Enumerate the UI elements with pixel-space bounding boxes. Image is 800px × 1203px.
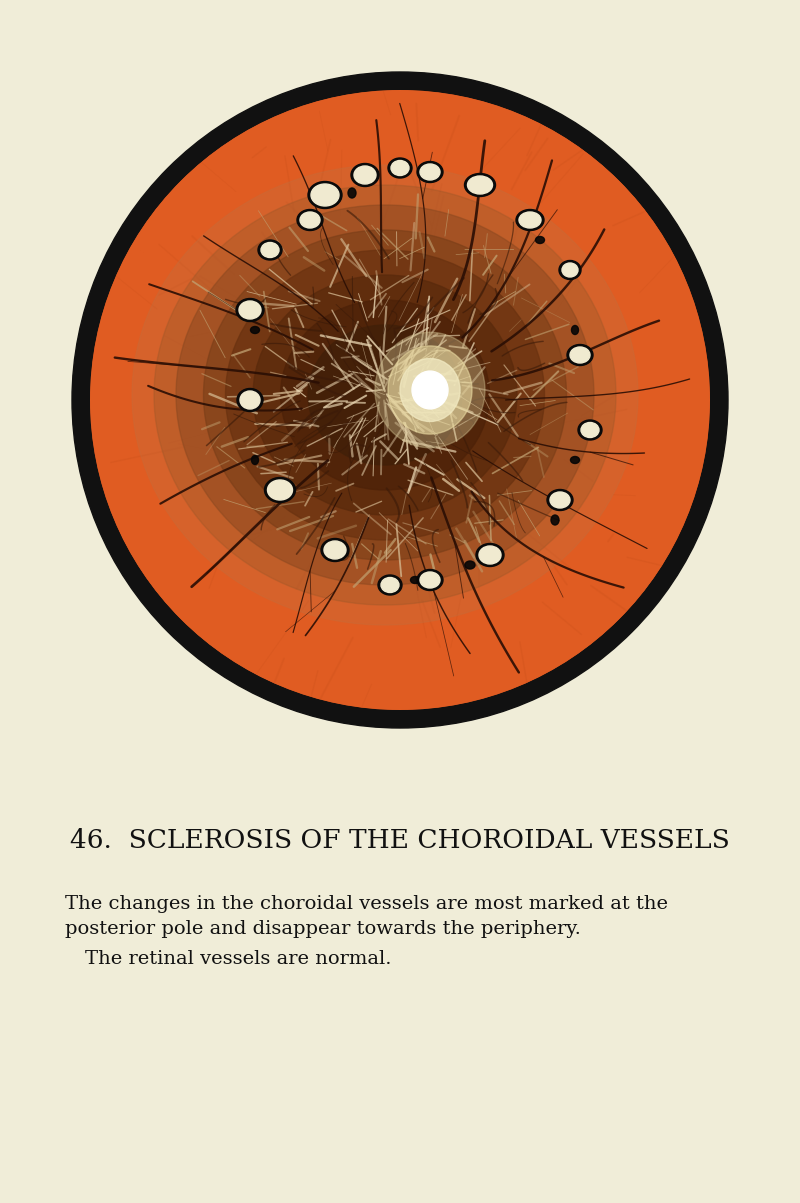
Ellipse shape bbox=[465, 173, 495, 196]
Circle shape bbox=[90, 90, 710, 710]
Ellipse shape bbox=[250, 326, 259, 333]
Ellipse shape bbox=[420, 164, 440, 180]
Ellipse shape bbox=[237, 389, 263, 411]
Ellipse shape bbox=[354, 166, 376, 184]
Ellipse shape bbox=[420, 571, 440, 588]
Ellipse shape bbox=[351, 164, 379, 186]
Ellipse shape bbox=[375, 332, 485, 448]
Ellipse shape bbox=[570, 456, 579, 463]
Ellipse shape bbox=[581, 422, 599, 438]
Ellipse shape bbox=[412, 371, 448, 409]
Ellipse shape bbox=[176, 205, 594, 585]
Text: 46.  SCLEROSIS OF THE CHOROIDAL VESSELS: 46. SCLEROSIS OF THE CHOROIDAL VESSELS bbox=[70, 828, 730, 853]
Ellipse shape bbox=[308, 325, 462, 466]
Ellipse shape bbox=[516, 209, 544, 231]
Ellipse shape bbox=[258, 241, 282, 260]
Ellipse shape bbox=[479, 546, 501, 564]
Ellipse shape bbox=[476, 544, 504, 567]
Ellipse shape bbox=[410, 576, 419, 583]
Ellipse shape bbox=[251, 456, 258, 464]
Ellipse shape bbox=[550, 492, 570, 508]
Ellipse shape bbox=[570, 346, 590, 363]
Ellipse shape bbox=[306, 211, 314, 220]
Ellipse shape bbox=[253, 275, 517, 515]
Ellipse shape bbox=[348, 188, 356, 198]
Ellipse shape bbox=[154, 185, 616, 605]
Ellipse shape bbox=[132, 165, 638, 626]
Ellipse shape bbox=[326, 550, 334, 561]
Ellipse shape bbox=[571, 326, 578, 334]
Ellipse shape bbox=[535, 237, 545, 243]
Ellipse shape bbox=[551, 515, 559, 525]
Ellipse shape bbox=[311, 184, 339, 206]
Ellipse shape bbox=[467, 176, 493, 194]
Ellipse shape bbox=[203, 230, 566, 561]
Ellipse shape bbox=[417, 161, 443, 183]
Ellipse shape bbox=[562, 263, 578, 277]
Ellipse shape bbox=[388, 158, 412, 178]
Ellipse shape bbox=[391, 160, 409, 176]
Ellipse shape bbox=[297, 209, 323, 231]
Ellipse shape bbox=[388, 346, 472, 434]
Ellipse shape bbox=[422, 166, 429, 174]
Ellipse shape bbox=[378, 575, 402, 595]
Ellipse shape bbox=[465, 561, 475, 569]
Ellipse shape bbox=[321, 539, 349, 562]
Ellipse shape bbox=[519, 212, 541, 229]
Ellipse shape bbox=[308, 182, 342, 208]
Ellipse shape bbox=[267, 480, 293, 500]
Ellipse shape bbox=[261, 243, 279, 257]
Ellipse shape bbox=[578, 420, 602, 440]
Ellipse shape bbox=[265, 478, 295, 503]
Ellipse shape bbox=[567, 344, 593, 366]
Ellipse shape bbox=[300, 212, 320, 229]
Text: The retinal vessels are normal.: The retinal vessels are normal. bbox=[85, 950, 391, 968]
Ellipse shape bbox=[559, 261, 581, 279]
Circle shape bbox=[72, 72, 728, 728]
Ellipse shape bbox=[239, 301, 261, 319]
Ellipse shape bbox=[547, 490, 573, 510]
Text: The changes in the choroidal vessels are most marked at the: The changes in the choroidal vessels are… bbox=[65, 895, 668, 913]
Ellipse shape bbox=[417, 569, 443, 591]
Text: posterior pole and disappear towards the periphery.: posterior pole and disappear towards the… bbox=[65, 920, 581, 938]
Ellipse shape bbox=[240, 391, 260, 409]
Ellipse shape bbox=[381, 577, 399, 593]
Ellipse shape bbox=[400, 358, 460, 421]
Ellipse shape bbox=[226, 250, 545, 540]
Ellipse shape bbox=[281, 300, 490, 490]
Ellipse shape bbox=[324, 541, 346, 559]
Ellipse shape bbox=[236, 298, 264, 321]
